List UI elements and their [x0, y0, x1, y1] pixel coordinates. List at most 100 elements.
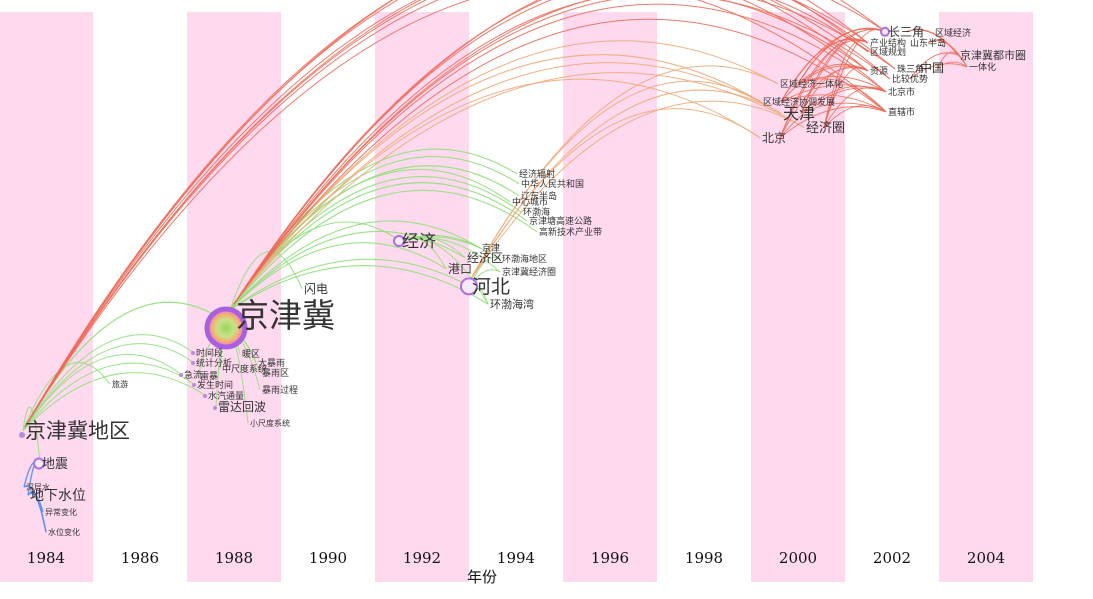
year-label-1986: 1986 [121, 549, 159, 567]
link-jingjinji-gangkou [229, 242, 447, 311]
node-label-shijianduan[interactable]: 时间段 [196, 347, 223, 359]
node-jjj_diqu-marker[interactable] [19, 432, 25, 438]
link-jingji-huanbohaiwan [399, 238, 489, 305]
node-label-zhongguo[interactable]: 中国 [920, 60, 944, 75]
node-shuiqi-marker[interactable] [203, 394, 207, 398]
year-band-1988 [187, 12, 281, 582]
link-xietiao-changsanjiao [780, 28, 887, 103]
node-label-zhixiashi[interactable]: 直辖市 [888, 106, 915, 118]
node-label-shuiwei[interactable]: 水位变化 [48, 527, 80, 537]
node-label-dabaoyu[interactable]: 大暴雨 [258, 357, 285, 369]
node-label-bijiao[interactable]: 比较优势 [892, 73, 928, 85]
link-jingjinji-gaoxin [229, 189, 538, 311]
node-label-tongji[interactable]: 统计分析 [196, 357, 232, 369]
year-label-1992: 1992 [403, 549, 441, 567]
node-label-jingjifushe[interactable]: 经济辐射 [519, 168, 555, 180]
node-label-gangkou[interactable]: 港口 [448, 262, 472, 276]
node-jingji-marker[interactable] [393, 235, 405, 248]
year-label-1998: 1998 [685, 549, 723, 567]
node-label-shenshui[interactable]: 深层水 [26, 482, 50, 492]
node-label-baoyuqu[interactable]: 暴雨区 [262, 368, 289, 379]
link-jjj_diqu-tongji [22, 343, 195, 431]
node-label-gaosu[interactable]: 京津塘高速公路 [529, 215, 592, 227]
link-xietiao-zhixiashi [780, 94, 887, 113]
node-label-qiliu[interactable]: 急流 [184, 369, 202, 381]
node-label-shandong[interactable]: 山东半岛 [910, 37, 946, 49]
node-label-zhongxin[interactable]: 中心城市 [512, 196, 548, 208]
node-label-xietiao[interactable]: 区域经济协调发展 [763, 96, 835, 108]
node-dizhen-marker[interactable] [33, 457, 45, 470]
node-label-zhongchidu[interactable]: 中尺度系统 [222, 363, 267, 375]
link-jjj_diqu-bijiao [24, 0, 891, 427]
node-label-tianjin[interactable]: 天津 [783, 104, 815, 123]
node-label-changsanjiao[interactable]: 长三角 [888, 25, 924, 39]
node-label-jingjinji[interactable]: 京津冀 [236, 296, 335, 335]
node-label-jjj_diqu[interactable]: 京津冀地区 [25, 419, 130, 443]
link-jingjinji-beijing [231, 78, 761, 307]
year-band-1992 [375, 12, 469, 582]
link-bijiao-yitihua [909, 63, 968, 80]
node-label-jingjiqu[interactable]: 经济区 [467, 250, 503, 265]
link-jingjinji-jingjiqu [229, 230, 466, 311]
node-label-fashengshijian[interactable]: 发生时间 [197, 379, 233, 391]
node-leida-marker[interactable] [213, 406, 217, 410]
year-label-1996: 1996 [591, 549, 629, 567]
link-jingjinji-zhixiashi [233, 18, 887, 305]
node-label-hebei[interactable]: 河北 [472, 276, 510, 298]
node-tongji-marker[interactable] [191, 361, 195, 365]
node-label-chanye[interactable]: 产业结构 [870, 37, 906, 49]
link-jingjinji-liaodong [229, 165, 520, 311]
node-hebei-marker[interactable] [460, 277, 478, 296]
link-jjj_diqu-chanye [24, 0, 869, 427]
link-hebei-xietiao [469, 80, 762, 281]
node-label-xiaochidu[interactable]: 小尺度系统 [250, 418, 290, 428]
link-jjj_diqu-shijianduan [22, 334, 195, 431]
node-label-yichang[interactable]: 异常变化 [45, 507, 77, 517]
node-changsanjiao-marker[interactable] [880, 26, 890, 37]
node-label-zhonghua[interactable]: 中华人民共和国 [521, 178, 584, 190]
node-label-lvyou[interactable]: 旅游 [112, 379, 128, 389]
node-label-yitihua[interactable]: 一体化 [969, 61, 996, 73]
node-label-beijingshi[interactable]: 北京市 [888, 86, 915, 98]
link-quyujingji_a-zhixiashi [797, 78, 887, 113]
node-label-jingjin[interactable]: 京津 [482, 242, 500, 254]
node-label-baoyuguocheng[interactable]: 暴雨过程 [262, 384, 298, 396]
year-label-1984: 1984 [27, 549, 65, 567]
link-jingjiquan-ziyuan [823, 66, 869, 128]
node-label-huanbohai_diqu[interactable]: 环渤海地区 [502, 253, 547, 265]
node-label-shandian[interactable]: 闪电 [304, 282, 328, 296]
link-jjj_diqu-beijingshi [24, 0, 887, 427]
node-label-leiyu[interactable]: 雷暴 [200, 371, 218, 382]
node-label-zhusanjiao[interactable]: 珠三角 [897, 63, 924, 75]
node-label-xiashui[interactable]: 地下水位 [30, 488, 86, 504]
node-fashengshijian-marker[interactable] [192, 383, 196, 387]
link-jingjinji-huanbohai [229, 176, 522, 311]
link-jingjinji-hebei [229, 258, 471, 311]
node-label-quyujingji_b[interactable]: 区域经济 [935, 27, 971, 39]
node-jingjinji-marker[interactable] [204, 306, 248, 350]
node-qiliu-marker[interactable] [179, 373, 183, 377]
node-label-leida[interactable]: 雷达回波 [218, 400, 266, 414]
link-jingjinji-ziyuan [233, 0, 869, 305]
node-label-dushiquan[interactable]: 京津冀都市圈 [960, 48, 1026, 62]
node-label-nuanqu[interactable]: 暖区 [242, 348, 260, 360]
node-label-jingjiquan[interactable]: 经济圈 [806, 121, 845, 136]
link-jingjinji-huanbohaiwan [229, 265, 489, 311]
node-shijianduan-marker[interactable] [191, 351, 195, 355]
node-label-huanbohai[interactable]: 环渤海 [523, 206, 550, 218]
link-xietiao-chanye [780, 39, 869, 103]
link-beijing-chanye [779, 39, 869, 138]
node-label-liaodong[interactable]: 辽东半岛 [521, 190, 557, 202]
node-label-guihua[interactable]: 区域规划 [870, 46, 906, 58]
node-label-beijing[interactable]: 北京 [762, 131, 786, 145]
node-label-gaoxin[interactable]: 高新技术产业带 [539, 226, 602, 238]
node-label-shuiqi[interactable]: 水汽通量 [208, 390, 244, 402]
node-label-jjj_jingjiquan[interactable]: 京津冀经济圈 [502, 266, 556, 278]
node-label-dizhen[interactable]: 地震 [42, 457, 68, 472]
link-jjj_diqu-guihua [24, 0, 869, 427]
node-label-ziyuan[interactable]: 资源 [870, 66, 888, 77]
node-label-huanbohaiwan[interactable]: 环渤海湾 [490, 297, 534, 311]
link-jjj_diqu-dizhen [22, 406, 41, 464]
node-label-quyujingji_a[interactable]: 区域经济一体化 [780, 78, 843, 90]
node-label-jingji[interactable]: 经济 [402, 232, 436, 252]
